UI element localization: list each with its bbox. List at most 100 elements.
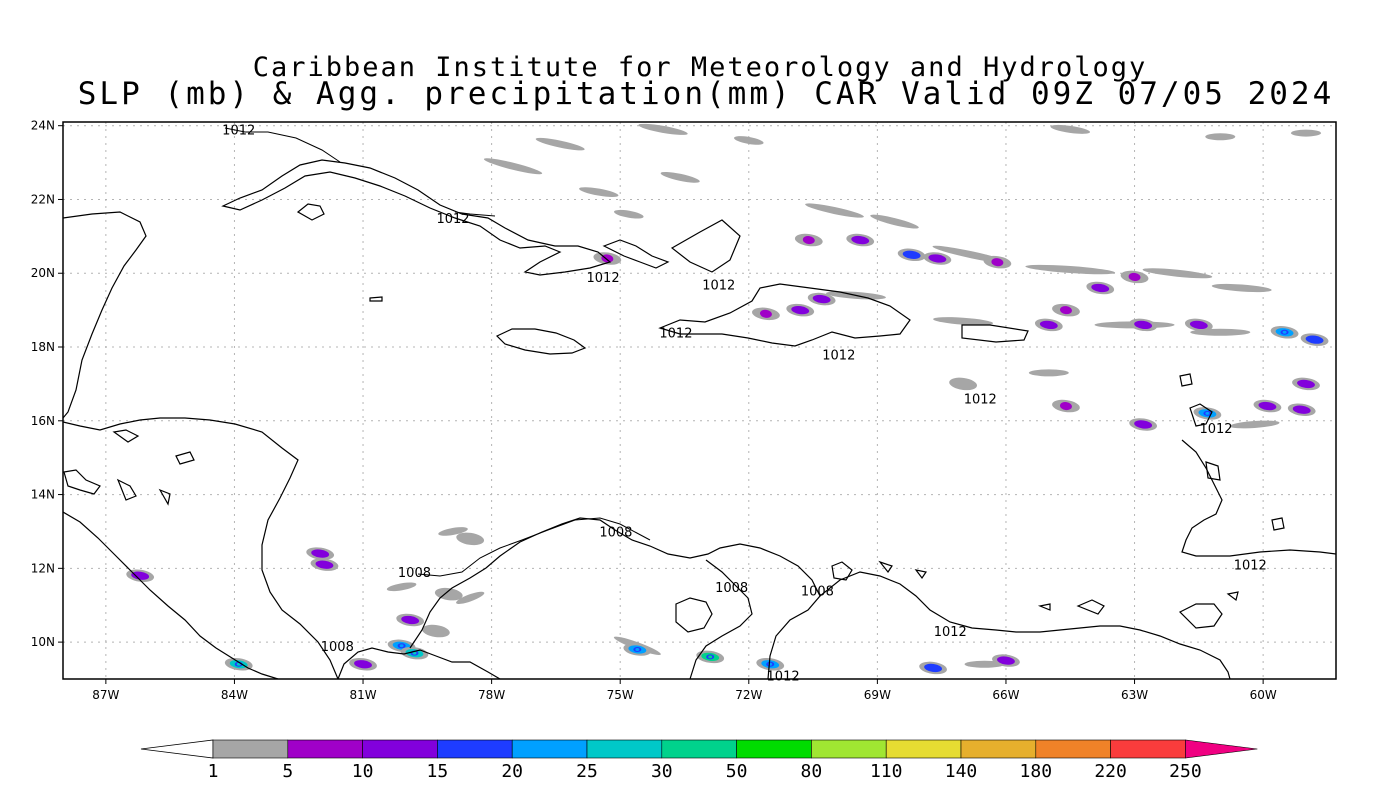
precip-cell: [928, 254, 947, 263]
precip-swath: [734, 136, 764, 145]
isobar-label: 1012: [1234, 559, 1267, 574]
lon-tick-label: 78W: [478, 688, 505, 702]
isobar-label: 1012: [934, 625, 967, 640]
precip-cell: [1292, 405, 1311, 414]
colorbar-label: 20: [501, 761, 523, 782]
lon-tick-label: 66W: [992, 688, 1019, 702]
precip-swath: [660, 171, 700, 183]
precip-cell: [791, 305, 810, 315]
chart-subtitle: SLP (mb) & Agg. precipitation(mm) CAR Va…: [77, 76, 1335, 112]
lon-tick-label: 75W: [607, 688, 634, 702]
colorbar-label: 140: [945, 761, 978, 782]
colorbar-segment: [661, 739, 737, 759]
colorbar-label: 50: [726, 761, 748, 782]
precip-swath: [1229, 420, 1280, 429]
lat-tick-label: 12N: [31, 561, 55, 575]
colorbar-label: 250: [1169, 761, 1202, 782]
coast-tobago: [1226, 591, 1239, 602]
precip-cell: [1060, 401, 1072, 411]
colorbar-segment: [437, 739, 513, 759]
precip-swath: [933, 317, 994, 326]
precip-cell: [902, 250, 921, 259]
precip-swath: [386, 582, 417, 592]
precip-cell: [1134, 420, 1153, 429]
precip-swath: [1205, 133, 1236, 141]
isobar-label: 1012: [822, 348, 855, 363]
precip-swath: [438, 527, 468, 536]
precip-cell: [997, 656, 1015, 665]
colorbar-segment: [511, 739, 588, 759]
colorbar-label: 1: [208, 761, 219, 782]
coast-yucatan: [63, 211, 147, 419]
colorbar-label: 180: [1020, 761, 1053, 782]
isobar-label: 1012: [1199, 422, 1232, 437]
coast-puerto-rico: [961, 324, 1029, 343]
precip-cell-peak: [1282, 330, 1287, 334]
colorbar-label: 110: [870, 761, 903, 782]
colorbar-segment: [362, 739, 438, 759]
isobar-label: 1008: [398, 566, 431, 581]
isobar-label: 1012: [767, 669, 800, 684]
precip-cell: [601, 254, 614, 263]
precip-swath: [1211, 283, 1272, 293]
precip-cell: [802, 235, 815, 245]
precip-cell: [1189, 320, 1208, 330]
coast-central-america: [63, 417, 339, 679]
precip-cell: [759, 309, 772, 318]
isobar-label: 1012: [702, 278, 735, 293]
coast-venezuela: [819, 571, 1231, 679]
precip-swath: [483, 158, 543, 175]
coast-trinidad: [1178, 603, 1223, 629]
precip-cell: [851, 235, 870, 245]
precip-cell: [1134, 320, 1153, 330]
colorbar: 1 5 10 15 20 25 30 50 80 110 140 180 220 250: [140, 739, 1258, 782]
precipitation-layer: [126, 123, 1329, 675]
precip-swath: [613, 209, 644, 219]
precip-swath: [1028, 369, 1069, 377]
lon-tick-label: 60W: [1250, 688, 1277, 702]
precip-cell-peak: [635, 647, 640, 651]
coast-maracaibo: [675, 597, 713, 633]
lon-tick-label: 84W: [221, 688, 248, 702]
coast-turks-caicos: [670, 219, 741, 273]
lat-tick-label: 14N: [31, 488, 55, 502]
precip-cell: [1091, 283, 1110, 293]
lon-tick-label: 72W: [735, 688, 762, 702]
coast-jamaica: [495, 328, 587, 355]
colorbar-label: 220: [1094, 761, 1127, 782]
isobar-labels: 1012 1012 1012 1012 1012 1012 1012 1012 1012 1008…: [222, 123, 1267, 684]
map-frame: [62, 121, 1337, 680]
coast-bahamas: [602, 239, 670, 269]
coast-paraguana: [831, 561, 853, 581]
lat-tick-label: 24N: [31, 119, 55, 133]
colorbar-label: 15: [427, 761, 449, 782]
isobar-lines: [224, 127, 651, 577]
precip-swath: [579, 187, 619, 197]
precip-cell: [1128, 272, 1141, 281]
isobar-label: 1012: [436, 212, 469, 227]
precip-cell: [1060, 306, 1072, 315]
isobar-label: 1012: [222, 123, 255, 138]
precip-swath: [535, 137, 585, 151]
colorbar-under-arrow: [140, 739, 214, 759]
coast-abc-islands: [878, 560, 927, 580]
precip-cell: [812, 294, 831, 304]
coast-margarita: [1037, 599, 1105, 615]
precip-cell-peak: [412, 651, 417, 655]
isobar-1012-north: [224, 127, 341, 163]
precip-cell-peak: [708, 655, 713, 659]
coast-honduras-islands: [112, 429, 195, 465]
precip-cell: [1297, 379, 1315, 389]
latitude-axis: 24N 22N 20N 18N 16N 14N 12N 10N: [31, 119, 63, 649]
isobar-label: 1008: [801, 584, 834, 599]
lat-tick-label: 10N: [31, 635, 55, 649]
isobar-label: 1012: [964, 393, 997, 408]
precip-cell-peak: [1205, 411, 1210, 415]
precip-cell: [464, 534, 477, 543]
graticule: [63, 122, 1336, 679]
precip-cell: [1039, 320, 1058, 330]
precip-swath: [456, 591, 485, 604]
precip-cell: [442, 590, 455, 599]
colorbar-label: 80: [801, 761, 823, 782]
